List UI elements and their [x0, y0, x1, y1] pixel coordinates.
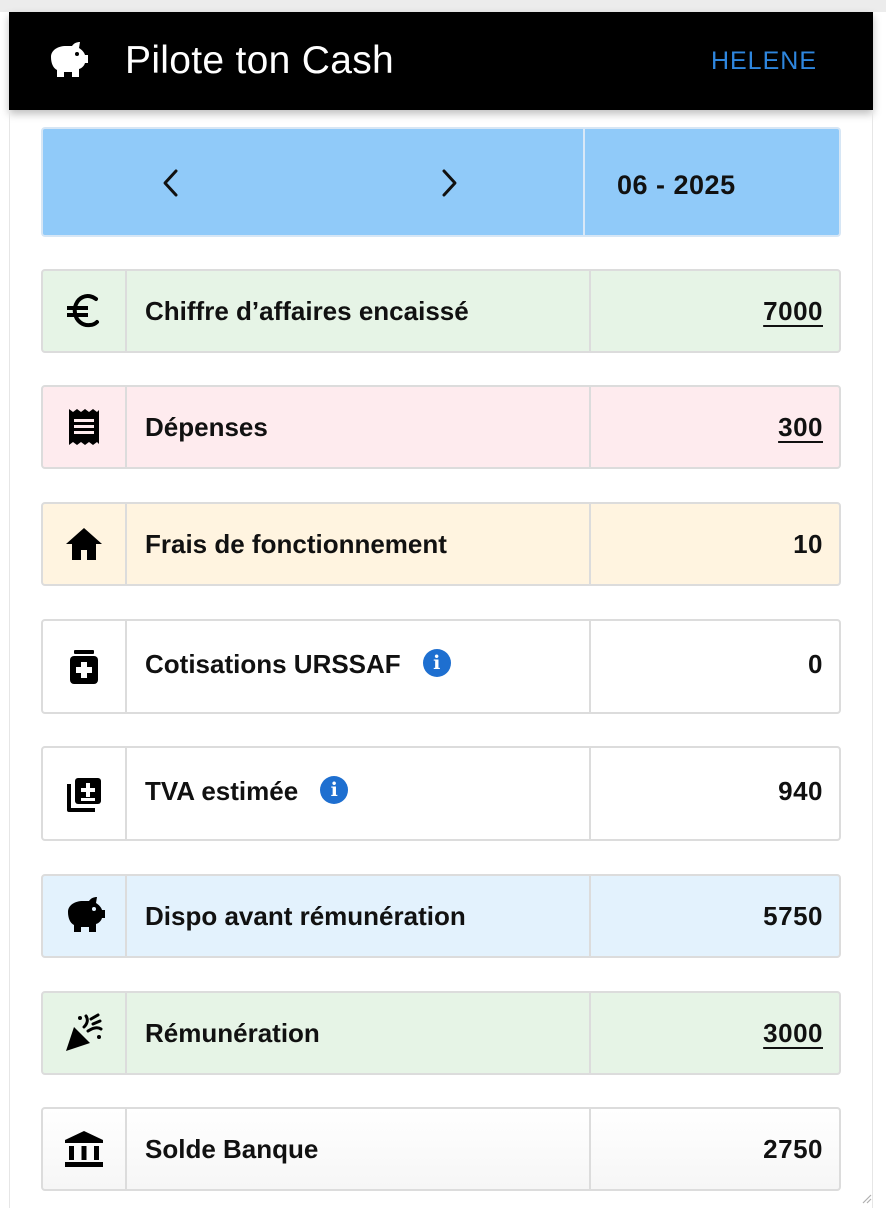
- piggy-bank-icon: [45, 39, 89, 83]
- row-label: Solde Banque: [127, 1109, 591, 1189]
- bank-icon: [43, 1109, 127, 1189]
- month-navigator: 06 - 2025: [41, 127, 841, 237]
- row-value-link[interactable]: 7000: [763, 295, 823, 326]
- piggy-bank-icon: [43, 876, 127, 956]
- panel-border-right: [872, 110, 873, 1208]
- row-dispo-avant-remuneration: Dispo avant rémunération 5750: [41, 874, 841, 958]
- row-cotisations-urssaf: Cotisations URSSAF i 0: [41, 619, 841, 714]
- row-label: Dépenses: [127, 387, 591, 467]
- info-icon[interactable]: i: [422, 649, 451, 677]
- row-label-container: Cotisations URSSAF i: [127, 621, 591, 712]
- library-add-icon: [43, 748, 127, 839]
- app-title: Pilote ton Cash: [125, 39, 394, 82]
- row-frais-fonctionnement: Frais de fonctionnement 10: [41, 502, 841, 586]
- row-value: 10: [793, 528, 823, 559]
- row-label: Chiffre d’affaires encaissé: [127, 271, 591, 351]
- medical-bag-icon: [43, 621, 127, 712]
- row-value: 0: [808, 649, 823, 679]
- row-label: TVA estimée: [145, 776, 299, 806]
- next-month-button[interactable]: [429, 163, 469, 203]
- row-value-link[interactable]: 3000: [763, 1017, 823, 1048]
- receipt-icon: [43, 387, 127, 467]
- row-value: 940: [778, 776, 823, 806]
- app-bar: Pilote ton Cash HELENE: [9, 12, 873, 110]
- row-label: Rémunération: [127, 993, 591, 1073]
- previous-month-button[interactable]: [151, 163, 191, 203]
- row-depenses: Dépenses 300: [41, 385, 841, 469]
- info-icon[interactable]: i: [320, 776, 349, 804]
- panel-border-left: [9, 110, 10, 1208]
- chevron-left-icon: [163, 169, 178, 197]
- row-label: Dispo avant rémunération: [127, 876, 591, 956]
- row-value: 2750: [763, 1133, 823, 1164]
- row-chiffre-affaires: Chiffre d’affaires encaissé 7000: [41, 269, 841, 353]
- resize-handle-icon[interactable]: [860, 1192, 872, 1204]
- row-label-container: TVA estimée i: [127, 748, 591, 839]
- euro-icon: [43, 271, 127, 351]
- row-value-link[interactable]: 300: [778, 411, 823, 442]
- row-solde-banque: Solde Banque 2750: [41, 1107, 841, 1191]
- row-label: Frais de fonctionnement: [127, 504, 591, 584]
- row-remuneration: Rémunération 3000: [41, 991, 841, 1075]
- month-arrows: [43, 129, 585, 235]
- row-tva-estimee: TVA estimée i 940: [41, 746, 841, 841]
- browser-top-strip: [0, 0, 886, 12]
- row-value: 5750: [763, 900, 823, 931]
- user-menu-button[interactable]: HELENE: [710, 46, 817, 75]
- row-label: Cotisations URSSAF: [145, 649, 401, 679]
- home-icon: [43, 504, 127, 584]
- chevron-right-icon: [442, 169, 457, 197]
- current-period[interactable]: 06 - 2025: [617, 169, 736, 200]
- celebration-icon: [43, 993, 127, 1073]
